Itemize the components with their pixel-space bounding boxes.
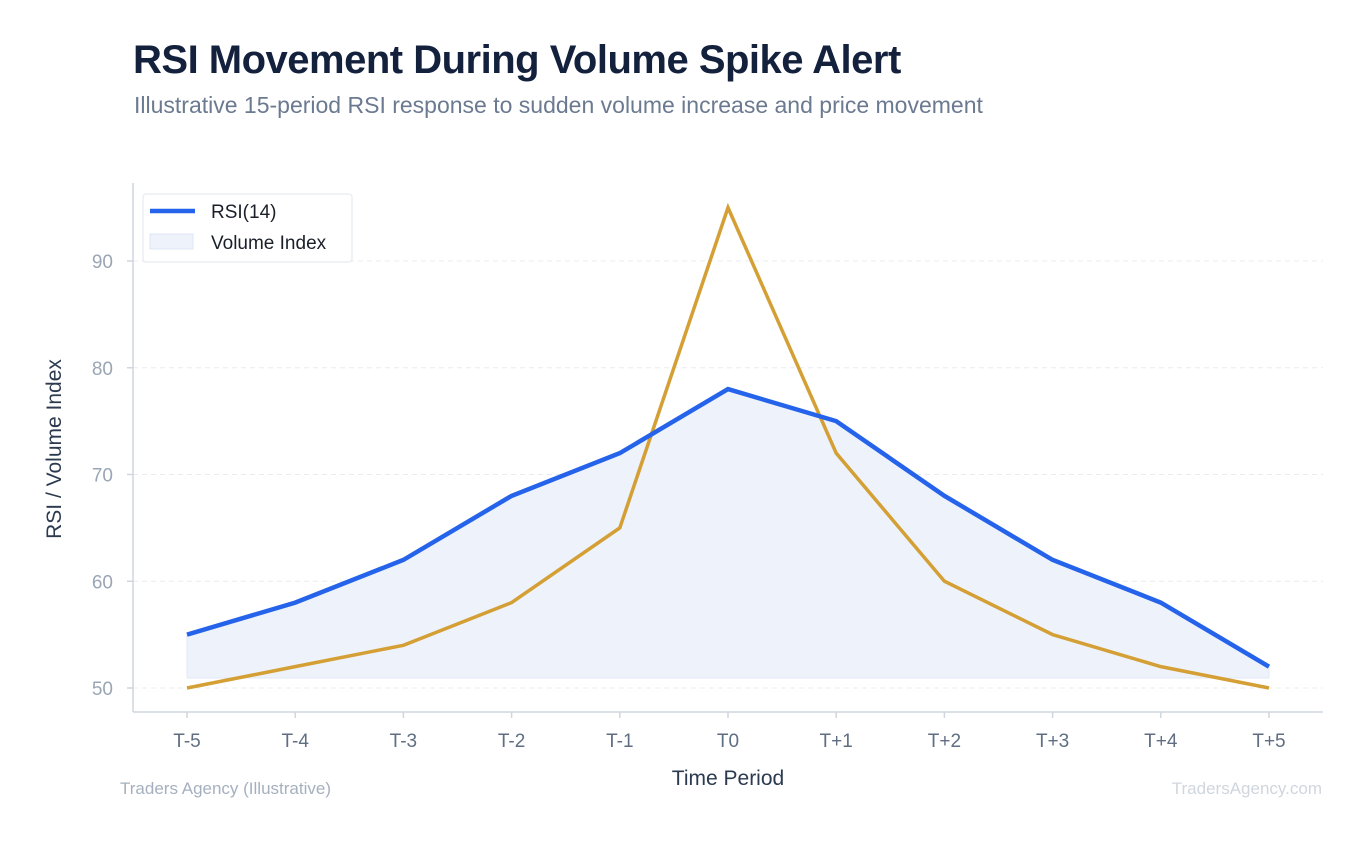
x-tick-label: T+4 bbox=[1144, 731, 1178, 752]
x-tick-label: T0 bbox=[717, 731, 739, 752]
legend-label-rsi: RSI(14) bbox=[211, 202, 276, 223]
x-tick-label: T-3 bbox=[390, 731, 417, 752]
rsi-line bbox=[186, 386, 1271, 669]
y-tick-label: 50 bbox=[92, 679, 113, 700]
source-note: Traders Agency (Illustrative) bbox=[120, 779, 331, 798]
legend-box bbox=[142, 193, 353, 263]
rsi-area-fill bbox=[186, 388, 1270, 679]
x-tick-label: T+2 bbox=[928, 731, 961, 752]
chart-title: RSI Movement During Volume Spike Alert bbox=[133, 38, 901, 82]
x-tick-label: T+5 bbox=[1252, 731, 1285, 752]
y-axis-title: RSI / Volume Index bbox=[43, 359, 66, 539]
legend-label-volume: Volume Index bbox=[211, 233, 327, 254]
x-axis-title: Time Period bbox=[672, 767, 784, 790]
x-tick-label: T+1 bbox=[820, 731, 853, 752]
x-tick-label: T-2 bbox=[498, 731, 525, 752]
y-tick-label: 90 bbox=[92, 252, 113, 273]
volume-index-line bbox=[186, 202, 1270, 690]
x-tick-label: T-4 bbox=[281, 731, 309, 752]
x-tick-label: T-1 bbox=[606, 731, 633, 752]
y-tick-label: 60 bbox=[92, 572, 113, 593]
watermark: TradersAgency.com bbox=[1171, 779, 1322, 798]
x-tick-label: T+3 bbox=[1036, 731, 1069, 752]
legend-swatch-volume bbox=[149, 233, 194, 250]
x-tick-label: T-5 bbox=[173, 731, 200, 752]
y-tick-label: 70 bbox=[92, 466, 113, 487]
chart-subtitle: Illustrative 15-period RSI response to s… bbox=[134, 92, 983, 118]
y-tick-label: 80 bbox=[92, 359, 113, 380]
